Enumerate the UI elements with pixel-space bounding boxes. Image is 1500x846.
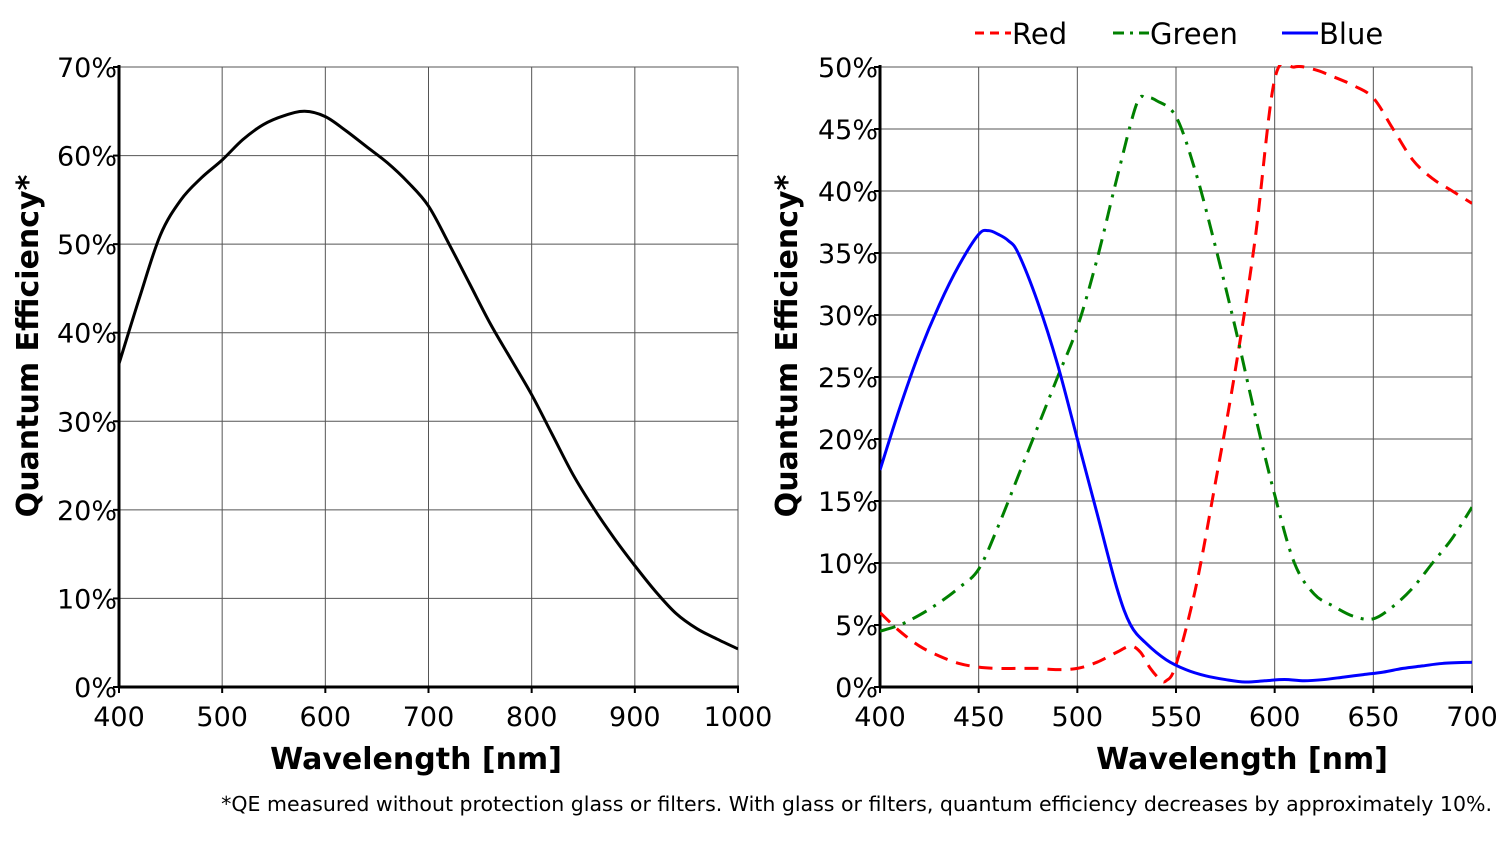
x-tick-label: 600 [300, 702, 352, 733]
footnote: *QE measured without protection glass or… [221, 792, 1492, 816]
y-tick-label: 35% [818, 239, 878, 270]
y-tick-label: 0% [835, 673, 878, 704]
legend-label-blue: Blue [1319, 17, 1383, 51]
series-line-blue [880, 228, 1472, 684]
mono-qe-chart: 0% 10% 20% 30% 40% 50% 60% 70% 400 500 600 700 800 90… [11, 53, 772, 777]
y-tick-label: 10% [818, 549, 878, 580]
x-tick-label: 450 [953, 702, 1005, 733]
x-tick-label: 400 [854, 702, 906, 733]
rgb-qe-chart: 0% 5% 10% 15% 20% 25% 30% 35% 40% 45% 50% 400 450 500… [770, 17, 1498, 777]
x-tick-label: 500 [1052, 702, 1104, 733]
y-tick-label: 50% [818, 53, 878, 84]
y-tick-label: 40% [818, 177, 878, 208]
x-tick-label: 500 [196, 702, 248, 733]
y-tick-label: 70% [57, 53, 117, 84]
y-tick-label: 20% [818, 425, 878, 456]
series-group [119, 109, 738, 651]
legend-label-green: Green [1150, 17, 1238, 51]
y-tick-label: 20% [57, 496, 117, 527]
x-tick-label: 400 [93, 702, 145, 733]
gridlines [118, 66, 739, 688]
x-tick-label: 900 [609, 702, 661, 733]
y-tick-label: 40% [57, 319, 117, 350]
series-group [880, 65, 1472, 684]
x-tick-label: 600 [1249, 702, 1301, 733]
x-tick-label: 800 [506, 702, 558, 733]
series-line-qe [119, 109, 738, 651]
series-line-red [880, 65, 1472, 684]
y-tick-label: 5% [835, 611, 878, 642]
y-axis-title: Quantum Efficiency* [11, 174, 46, 517]
y-tick-label: 30% [57, 407, 117, 438]
y-tick-label: 10% [57, 584, 117, 615]
x-tick-label: 1000 [704, 702, 773, 733]
y-tick-label: 25% [818, 363, 878, 394]
x-tick-label: 550 [1150, 702, 1202, 733]
x-axis-title: Wavelength [nm] [270, 742, 562, 777]
y-axis-title: Quantum Efficiency* [770, 174, 805, 517]
y-tick-label: 45% [818, 115, 878, 146]
y-tick-label: 30% [818, 301, 878, 332]
x-tick-label: 700 [1446, 702, 1498, 733]
x-tick-label: 700 [403, 702, 455, 733]
x-axis-title: Wavelength [nm] [1096, 742, 1388, 777]
x-tick-label: 650 [1348, 702, 1400, 733]
y-tick-label: 15% [818, 487, 878, 518]
y-tick-label: 50% [57, 230, 117, 261]
y-tick-label: 60% [57, 142, 117, 173]
gridlines [879, 66, 1473, 688]
y-tick-label: 0% [74, 673, 117, 704]
legend: Red Green Blue [975, 17, 1383, 51]
legend-label-red: Red [1012, 17, 1067, 51]
